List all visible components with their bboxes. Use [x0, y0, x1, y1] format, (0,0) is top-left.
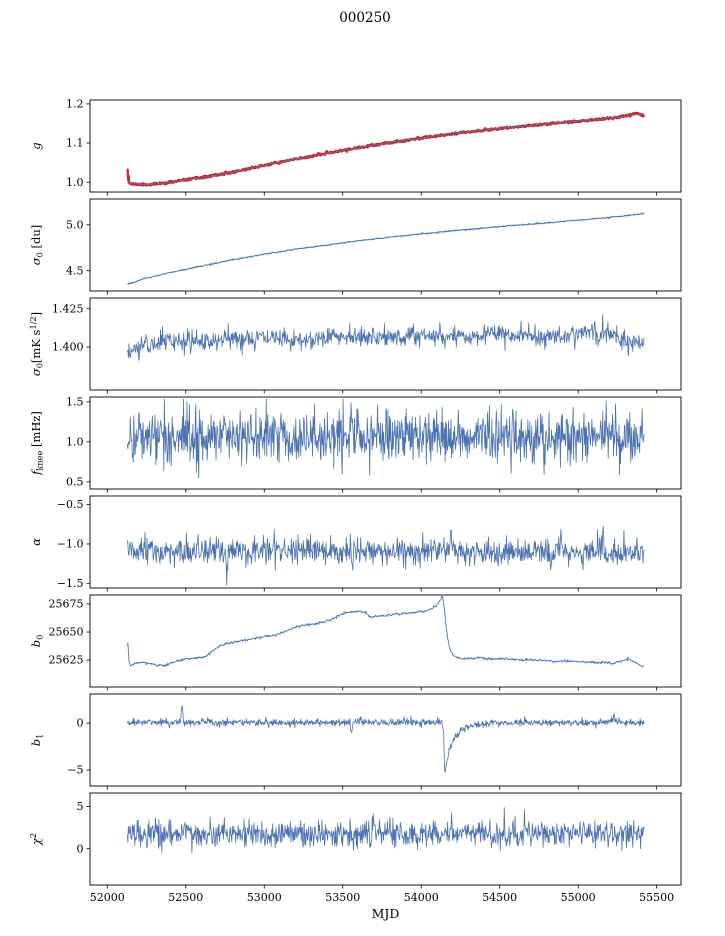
series-f-knee	[126, 398, 645, 479]
axes-frame	[89, 495, 682, 589]
x-tick-label: 52500	[168, 891, 203, 904]
series-group	[126, 526, 645, 586]
x-tick-label: 54000	[404, 891, 439, 904]
axes-frame	[89, 792, 682, 886]
x-axis-label: MJD	[372, 906, 400, 921]
y-tick-label: 0.5	[66, 475, 84, 488]
series-gain-data	[126, 111, 646, 187]
axes-frame	[89, 594, 682, 688]
series-group	[126, 705, 645, 773]
subplot-chi2: 0 5 52000 52500 53000 53500 54000 54500 55000 555…	[28, 792, 682, 921]
series-alpha	[126, 526, 645, 586]
series-group	[126, 595, 645, 668]
subplot-g: 1.0 1.1 1.2 g	[29, 98, 682, 196]
axes-frame	[89, 693, 682, 787]
y-tick-label: 1.2	[66, 98, 84, 111]
series-b0	[126, 595, 645, 668]
subplot-sigma0-mk: 1.400 1.425 σ0[mK s1/2]	[28, 297, 682, 394]
y-tick-label: 1.0	[66, 176, 84, 189]
x-tick-label: 55500	[639, 891, 674, 904]
y-axis-label: b0	[29, 635, 45, 648]
subplot-b0: 25625 25650 25675 b0	[29, 594, 682, 691]
subplot-sigma0-du: 4.5 5.0 σ0 [du]	[29, 198, 682, 295]
y-tick-label: −5	[67, 764, 83, 777]
series-gain-fit	[127, 113, 645, 186]
x-tick-label: 53000	[247, 891, 282, 904]
series-b1	[126, 705, 645, 773]
y-tick-label: 25675	[49, 598, 84, 611]
x-tick-label: 53500	[325, 891, 360, 904]
axes-frame	[89, 99, 682, 193]
y-axis-label: α	[29, 538, 43, 546]
series-group	[126, 111, 646, 187]
subplot-f-knee: 0.5 1.0 1.5 fknee [mHz]	[29, 395, 682, 493]
y-tick-label: −1.0	[57, 538, 84, 551]
x-tick-label: 52000	[90, 891, 125, 904]
y-axis-label: σ0[mK s1/2]	[28, 312, 45, 376]
y-tick-label: 1.5	[66, 395, 84, 408]
axes-frame	[89, 396, 682, 490]
y-axis-label: σ0 [du]	[29, 225, 45, 265]
series-group	[126, 398, 645, 479]
y-axis-label: fknee [mHz]	[29, 411, 45, 476]
y-tick-label: 25625	[49, 654, 84, 667]
subplot-alpha: −1.5 −1.0 −0.5 α	[29, 495, 682, 592]
axes-frame	[89, 297, 682, 391]
y-tick-label: 1.425	[52, 302, 84, 315]
y-axis-label: b1	[29, 734, 45, 747]
axes-frame	[89, 198, 682, 292]
y-tick-label: −0.5	[57, 498, 84, 511]
y-tick-label: 1.1	[66, 137, 84, 150]
y-tick-label: 25650	[49, 626, 84, 639]
series-chi2	[126, 807, 645, 854]
series-group	[127, 212, 645, 285]
x-tick-label: 55000	[561, 891, 596, 904]
x-tick-label: 54500	[482, 891, 517, 904]
panels: 1.0 1.1 1.2 g 4.5 5.0 σ0 [du] 1.400 1.425 σ0[mK s…	[28, 98, 682, 921]
series-group	[126, 807, 645, 854]
series-sigma0-mk	[126, 314, 645, 361]
y-tick-label: 1.0	[66, 435, 84, 448]
y-axis-label: χ2	[28, 833, 43, 846]
y-tick-label: 4.5	[66, 264, 84, 277]
figure-title: 000250	[339, 10, 391, 26]
y-tick-label: 0	[77, 717, 84, 730]
y-tick-label: −1.5	[57, 577, 84, 590]
y-tick-label: 0	[77, 842, 84, 855]
y-axis-label: g	[29, 142, 43, 149]
subplot-b1: −5 0 b1	[29, 693, 682, 790]
y-tick-label: 1.400	[52, 341, 84, 354]
series-group	[126, 314, 645, 361]
y-tick-label: 5	[77, 800, 84, 813]
series-sigma0-du	[127, 212, 645, 285]
y-tick-label: 5.0	[66, 218, 84, 231]
